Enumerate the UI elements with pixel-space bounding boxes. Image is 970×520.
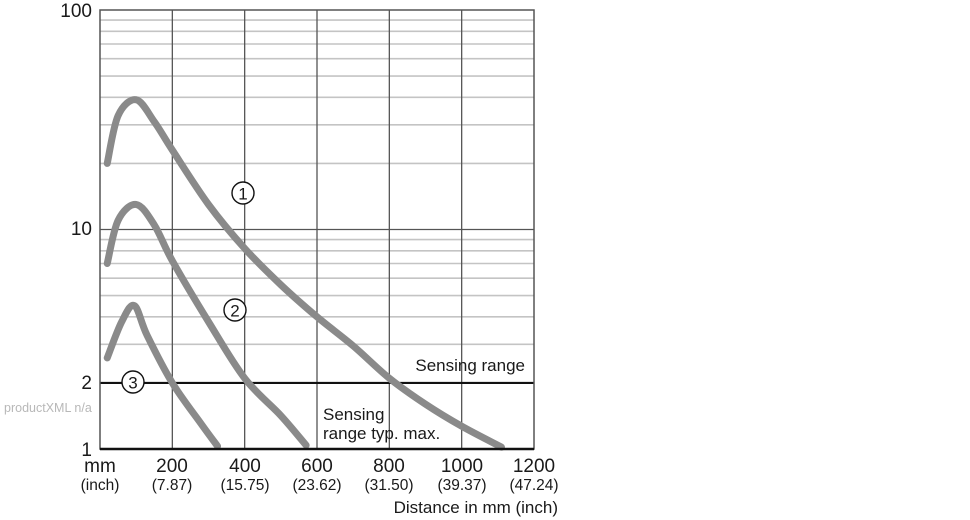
- y-tick-1: 1: [81, 440, 92, 461]
- x-tick-unit-inch: (inch): [81, 477, 120, 494]
- x-tick-1200: 1200: [513, 456, 555, 477]
- watermark: productXML n/a: [4, 401, 92, 415]
- sensing-range-typ-max-label-line2: range typ. max.: [323, 424, 440, 443]
- svg-text:2: 2: [230, 302, 239, 321]
- curve-series-2: [103, 200, 310, 449]
- x-tick-unit-mm: mm: [84, 456, 116, 477]
- curve-series-1: [103, 96, 505, 451]
- x-tick-800-inch: (31.50): [364, 477, 413, 494]
- y-tick-10: 10: [71, 219, 92, 240]
- sensing-range-typ-max-label-line1: Sensing: [323, 405, 384, 424]
- x-tick-600: 600: [301, 456, 333, 477]
- series-marker-1: 1: [231, 181, 255, 205]
- x-tick-1200-inch: (47.24): [509, 477, 558, 494]
- y-tick-2: 2: [81, 373, 92, 394]
- x-tick-1000-inch: (39.37): [437, 477, 486, 494]
- series-marker-3: 3: [121, 370, 145, 394]
- svg-text:3: 3: [128, 374, 137, 393]
- x-tick-200-inch: (7.87): [152, 477, 193, 494]
- curve-series-3: [103, 301, 222, 450]
- curves: [103, 96, 505, 451]
- svg-text:1: 1: [238, 185, 247, 204]
- x-tick-200: 200: [156, 456, 188, 477]
- x-tick-600-inch: (23.62): [292, 477, 341, 494]
- sensing-range-label: Sensing range: [415, 356, 525, 375]
- x-tick-400-inch: (15.75): [220, 477, 269, 494]
- series-markers: 1 2 3: [121, 181, 255, 394]
- y-tick-100: 100: [60, 1, 92, 22]
- series-marker-2: 2: [223, 298, 247, 322]
- x-tick-400: 400: [229, 456, 261, 477]
- x-tick-800: 800: [373, 456, 405, 477]
- x-tick-1000: 1000: [441, 456, 483, 477]
- x-axis-title: Distance in mm (inch): [394, 498, 558, 517]
